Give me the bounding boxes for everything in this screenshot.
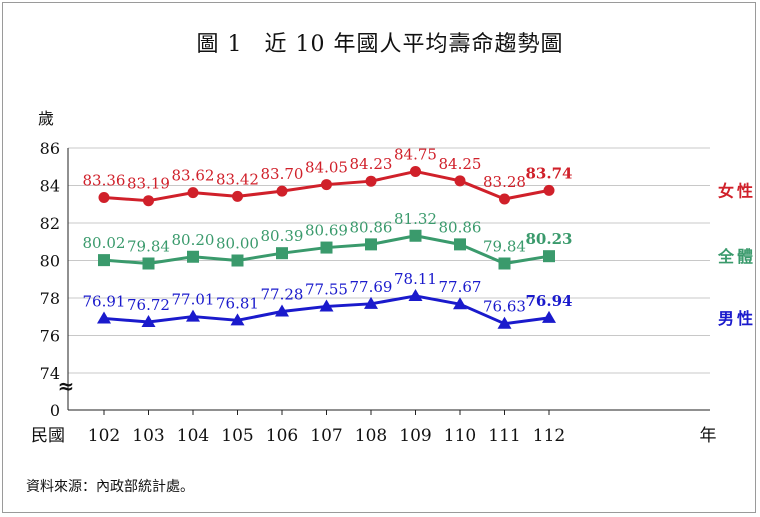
male-data-label: 77.67 — [439, 278, 482, 296]
male-point — [230, 313, 245, 326]
total-point — [543, 250, 555, 263]
total-point — [142, 257, 155, 270]
male-data-label: 77.01 — [172, 291, 215, 309]
chart-title: 圖 1 近 10 年國人平均壽命趨勢圖 — [0, 26, 760, 58]
total-point — [276, 247, 288, 260]
female-data-label: 84.25 — [439, 155, 482, 173]
male-data-label: 76.94 — [526, 292, 573, 310]
axis-break-symbol: ≈ — [58, 374, 75, 398]
female-point — [410, 165, 421, 177]
source-note: 資料來源：內政部統計處。 — [26, 479, 194, 495]
male-data-label: 77.69 — [350, 278, 393, 296]
x-tick-label: 110 — [444, 426, 476, 446]
female-point — [499, 193, 510, 205]
female-data-label: 83.19 — [127, 175, 170, 193]
male-point — [319, 299, 334, 312]
female-data-label: 83.74 — [526, 164, 573, 182]
x-tick-label: 107 — [310, 426, 342, 446]
male-point — [497, 316, 512, 329]
female-data-label: 83.42 — [216, 170, 259, 188]
total-data-label: 80.69 — [305, 222, 348, 240]
female-data-label: 84.23 — [350, 155, 393, 173]
x-tick-label: 102 — [88, 426, 120, 446]
total-data-label: 80.86 — [350, 218, 393, 236]
female-data-label: 84.05 — [305, 159, 348, 177]
female-point — [143, 195, 154, 207]
total-data-label: 80.86 — [439, 218, 482, 236]
male-point — [408, 288, 423, 301]
total-data-label: 80.39 — [261, 227, 304, 245]
figure-number: 圖 1 — [196, 32, 243, 57]
female-point — [543, 184, 555, 196]
total-data-label: 80.23 — [526, 230, 573, 248]
female-data-label: 83.70 — [261, 165, 304, 183]
female-point — [365, 175, 377, 187]
x-tick-label: 109 — [399, 426, 431, 446]
x-tick-label: 106 — [266, 426, 298, 446]
male-data-label: 76.81 — [216, 294, 259, 312]
total-point — [498, 257, 511, 270]
x-tick-label: 105 — [221, 426, 253, 446]
x-axis-suffix-label: 年 — [700, 426, 717, 446]
x-tick-label: 112 — [533, 426, 565, 446]
total-series-name: 全體 — [717, 247, 756, 266]
y-tick-label: 78 — [40, 289, 60, 308]
figure-title-text: 近 10 年國人平均壽命趨勢圖 — [264, 32, 564, 57]
female-point — [187, 187, 199, 199]
y-axis-label: 歲 — [38, 109, 54, 128]
total-point — [98, 254, 110, 267]
male-point — [141, 315, 156, 327]
x-tick-label: 104 — [177, 426, 209, 446]
total-point — [320, 241, 333, 254]
male-point — [275, 304, 289, 317]
total-point — [187, 250, 199, 263]
female-data-label: 83.28 — [483, 173, 526, 191]
x-axis-prefix-label: 民國 — [31, 426, 65, 446]
total-data-label: 79.84 — [127, 238, 170, 256]
female-data-label: 83.62 — [172, 167, 215, 185]
male-data-label: 76.63 — [483, 298, 526, 316]
male-point — [542, 310, 556, 323]
male-data-label: 77.28 — [261, 286, 304, 304]
y-tick-label: 82 — [40, 214, 60, 233]
male-point — [453, 297, 467, 310]
female-series-name: 女性 — [718, 181, 756, 200]
male-data-label: 76.72 — [127, 296, 170, 314]
male-data-label: 76.91 — [83, 292, 126, 310]
male-data-label: 78.11 — [394, 270, 437, 288]
female-point — [232, 190, 243, 202]
x-tick-label: 111 — [488, 426, 520, 446]
total-data-label: 80.20 — [172, 231, 215, 249]
male-point — [97, 311, 111, 324]
total-point — [454, 238, 466, 251]
total-point — [231, 254, 244, 267]
female-point — [454, 175, 466, 187]
x-tick-label: 103 — [132, 426, 164, 446]
total-point — [365, 238, 377, 251]
male-point — [364, 296, 378, 309]
total-point — [409, 229, 422, 242]
total-data-label: 81.32 — [394, 210, 437, 228]
total-data-label: 80.02 — [83, 234, 126, 252]
male-data-label: 77.55 — [305, 280, 348, 298]
total-data-label: 79.84 — [483, 238, 526, 256]
y-tick-label: 84 — [40, 177, 60, 196]
male-point — [186, 309, 200, 322]
x-tick-label: 108 — [355, 426, 387, 446]
female-point — [321, 179, 332, 191]
y-tick-label: 76 — [40, 327, 60, 346]
female-data-label: 83.36 — [83, 172, 126, 190]
y-tick-label: 0 — [50, 401, 60, 420]
y-tick-label: 74 — [40, 364, 60, 383]
female-data-label: 84.75 — [394, 145, 437, 163]
female-point — [98, 192, 110, 203]
female-point — [276, 185, 288, 197]
y-tick-label: 80 — [40, 252, 60, 271]
y-tick-label: 86 — [40, 139, 60, 158]
total-data-label: 80.00 — [216, 235, 259, 253]
male-series-name: 男性 — [718, 309, 756, 328]
